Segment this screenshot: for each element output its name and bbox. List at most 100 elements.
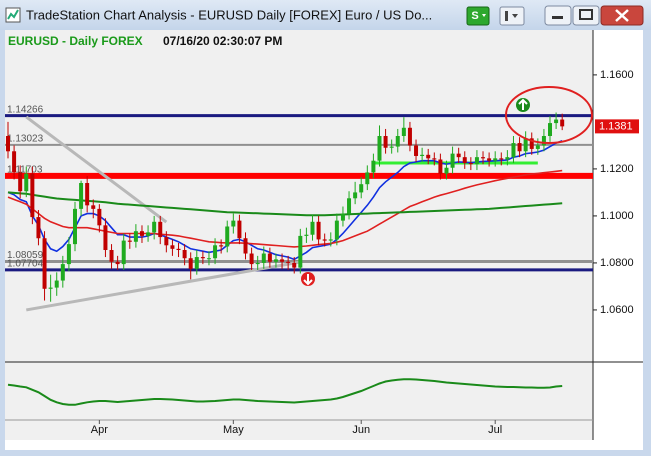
close-button[interactable] bbox=[600, 5, 644, 26]
candle-body bbox=[292, 262, 297, 268]
candle-body bbox=[359, 184, 364, 193]
candle-body bbox=[152, 221, 157, 233]
button-label: S bbox=[471, 10, 478, 22]
x-tick-label: Apr bbox=[91, 424, 108, 436]
y-tick-label: 1.1200 bbox=[600, 163, 634, 175]
candle-body bbox=[6, 136, 10, 152]
candle-body bbox=[450, 153, 455, 168]
up-arrow-marker bbox=[516, 98, 530, 112]
candle-body bbox=[97, 208, 102, 226]
candle-body bbox=[261, 253, 266, 263]
trend-line bbox=[25, 115, 168, 224]
candle-body bbox=[456, 153, 461, 158]
candle-body bbox=[529, 138, 534, 149]
symbol-label: EURUSD - Daily FOREX bbox=[8, 34, 143, 48]
price-level-label: 1.11703 bbox=[7, 165, 43, 176]
candle-body bbox=[328, 239, 333, 241]
candle-body bbox=[231, 220, 236, 227]
candle-body bbox=[66, 244, 71, 265]
candle-body bbox=[340, 213, 345, 221]
candle-body bbox=[505, 157, 510, 160]
y-tick-label: 1.1000 bbox=[600, 210, 634, 222]
candle-body bbox=[48, 287, 53, 289]
price-level-label: 1.07704 bbox=[7, 259, 44, 270]
datetime-label: 07/16/20 02:30:07 PM bbox=[163, 34, 282, 48]
candle-body bbox=[310, 221, 315, 235]
candle-body bbox=[30, 173, 35, 218]
candle-body bbox=[383, 136, 388, 148]
candle-body bbox=[115, 261, 120, 265]
app-icon bbox=[5, 7, 21, 23]
candle-body bbox=[468, 163, 473, 165]
candle-body bbox=[225, 226, 230, 247]
candle-body bbox=[462, 157, 467, 164]
price-axis bbox=[593, 30, 643, 440]
candle-body bbox=[273, 259, 278, 262]
candle-body bbox=[237, 220, 242, 239]
candle-body bbox=[401, 127, 406, 137]
candle-body bbox=[182, 250, 187, 259]
candle-body bbox=[255, 262, 260, 265]
candle-body bbox=[121, 240, 126, 265]
candle-body bbox=[499, 158, 504, 160]
down-arrow-marker bbox=[301, 272, 315, 286]
plot-background bbox=[5, 30, 593, 440]
candle-body bbox=[243, 238, 248, 254]
candle-body bbox=[511, 143, 516, 158]
bottom-strip bbox=[5, 440, 643, 450]
candle-body bbox=[304, 234, 309, 236]
y-tick-label: 1.0600 bbox=[600, 304, 634, 316]
candle-body bbox=[523, 138, 528, 152]
candle-body bbox=[206, 258, 211, 260]
candle-body bbox=[353, 192, 358, 199]
candle-body bbox=[158, 221, 163, 238]
title-bar bbox=[0, 0, 651, 30]
candle-body bbox=[127, 240, 132, 242]
price-level-label: 1.13023 bbox=[7, 134, 44, 145]
candle-body bbox=[535, 145, 540, 149]
last-price-label: 1.1381 bbox=[599, 120, 633, 132]
candle-body bbox=[72, 208, 77, 245]
candle-body bbox=[18, 172, 23, 192]
symbol-link-button[interactable]: S bbox=[466, 6, 490, 26]
candle-body bbox=[194, 257, 199, 269]
candle-body bbox=[12, 151, 17, 173]
candle-body bbox=[188, 258, 193, 269]
oscillator-line bbox=[7, 378, 563, 406]
candle-body bbox=[334, 220, 339, 240]
candle-body bbox=[493, 158, 498, 161]
candle-body bbox=[487, 158, 492, 161]
candle-body bbox=[109, 250, 114, 262]
price-level-label: 1.14266 bbox=[7, 104, 44, 115]
candle-layer bbox=[6, 112, 565, 302]
candle-body bbox=[146, 232, 151, 236]
candle-body bbox=[298, 235, 303, 268]
candle-body bbox=[426, 154, 431, 159]
y-tick-label: 1.0800 bbox=[600, 257, 634, 269]
candle-body bbox=[249, 253, 254, 265]
moving-average bbox=[7, 169, 563, 248]
trend-line bbox=[26, 260, 301, 312]
candle-body bbox=[79, 183, 84, 209]
maximize-button[interactable] bbox=[572, 5, 600, 26]
last-price-box bbox=[595, 119, 639, 134]
candle-body bbox=[36, 217, 41, 239]
candle-body bbox=[377, 136, 382, 161]
minimize-button[interactable] bbox=[544, 5, 572, 26]
candle-body bbox=[139, 231, 144, 236]
candle-body bbox=[91, 205, 96, 209]
candle-body bbox=[54, 280, 59, 288]
candle-body bbox=[474, 157, 479, 165]
candle-body bbox=[371, 160, 376, 173]
candle-body bbox=[554, 119, 559, 124]
x-tick-label: Jul bbox=[488, 424, 502, 436]
options-button[interactable] bbox=[499, 6, 525, 26]
candle-body bbox=[60, 264, 65, 281]
moving-average bbox=[7, 191, 563, 217]
candle-body bbox=[24, 173, 29, 192]
candle-body bbox=[365, 172, 370, 185]
candle-body bbox=[213, 245, 218, 259]
candle-body bbox=[541, 136, 546, 146]
candle-body bbox=[85, 183, 90, 206]
